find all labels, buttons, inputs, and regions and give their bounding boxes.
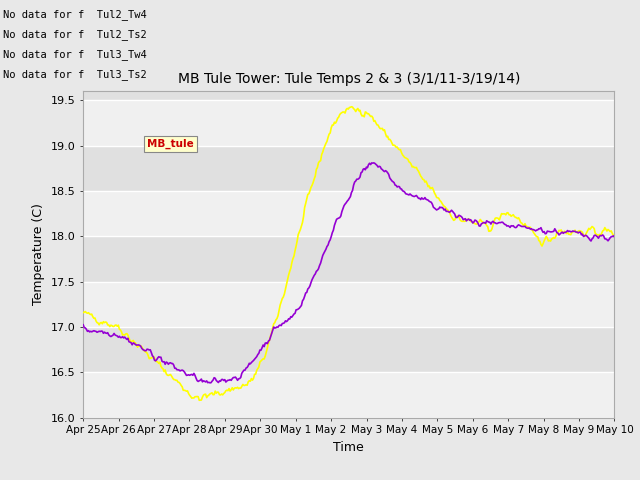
Text: MB_tule: MB_tule [147,139,194,149]
Y-axis label: Temperature (C): Temperature (C) [32,204,45,305]
X-axis label: Time: Time [333,441,364,454]
Title: MB Tule Tower: Tule Temps 2 & 3 (3/1/11-3/19/14): MB Tule Tower: Tule Temps 2 & 3 (3/1/11-… [178,72,520,86]
Bar [83,191,614,236]
Text: No data for f  Tul3_Ts2: No data for f Tul3_Ts2 [3,69,147,80]
Text: No data for f  Tul3_Tw4: No data for f Tul3_Tw4 [3,49,147,60]
Text: No data for f  Tul2_Ts2: No data for f Tul2_Ts2 [3,29,147,40]
Bar [83,282,614,327]
Bar [83,372,614,418]
Bar [83,100,614,145]
Text: No data for f  Tul2_Tw4: No data for f Tul2_Tw4 [3,9,147,20]
